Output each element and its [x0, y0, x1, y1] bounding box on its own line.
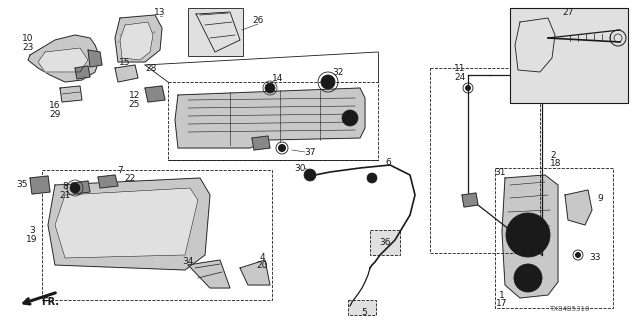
Text: 14: 14 — [272, 74, 284, 83]
Text: 34: 34 — [182, 258, 194, 267]
Circle shape — [523, 230, 533, 240]
Circle shape — [70, 183, 80, 193]
Polygon shape — [175, 88, 365, 148]
Text: 37: 37 — [304, 148, 316, 156]
Circle shape — [575, 252, 581, 258]
Text: 3: 3 — [29, 226, 35, 235]
Text: 36: 36 — [380, 237, 391, 246]
Circle shape — [304, 169, 316, 181]
Circle shape — [321, 75, 335, 89]
Circle shape — [521, 271, 535, 285]
Text: 26: 26 — [252, 15, 264, 25]
Text: 32: 32 — [332, 68, 344, 76]
Polygon shape — [115, 15, 162, 62]
Polygon shape — [30, 176, 50, 194]
Polygon shape — [515, 18, 555, 72]
Text: 29: 29 — [49, 109, 61, 118]
Text: 11: 11 — [454, 63, 466, 73]
Text: 10: 10 — [22, 34, 34, 43]
Polygon shape — [55, 188, 198, 258]
Text: 15: 15 — [119, 58, 131, 67]
Text: 7: 7 — [117, 165, 123, 174]
Polygon shape — [88, 50, 102, 67]
Text: 28: 28 — [145, 63, 156, 73]
Circle shape — [465, 85, 471, 91]
Text: 1: 1 — [499, 291, 505, 300]
Text: 18: 18 — [550, 158, 561, 167]
Polygon shape — [98, 175, 118, 188]
Circle shape — [342, 110, 358, 126]
Text: 24: 24 — [454, 73, 466, 82]
Polygon shape — [196, 12, 240, 52]
Bar — [370, 230, 400, 255]
Text: 27: 27 — [563, 7, 573, 17]
Bar — [495, 168, 613, 308]
Polygon shape — [120, 22, 153, 60]
Bar — [168, 82, 378, 160]
Text: FR.: FR. — [41, 297, 59, 307]
Text: 35: 35 — [16, 180, 28, 188]
Text: 21: 21 — [60, 190, 70, 199]
Text: 2: 2 — [550, 150, 556, 159]
Polygon shape — [252, 136, 270, 150]
Text: 4: 4 — [259, 253, 265, 262]
Polygon shape — [38, 48, 88, 72]
Polygon shape — [462, 193, 478, 207]
Polygon shape — [145, 86, 165, 102]
Bar — [188, 8, 243, 56]
Text: 33: 33 — [589, 253, 601, 262]
Polygon shape — [60, 86, 82, 102]
Polygon shape — [115, 65, 138, 82]
Polygon shape — [28, 35, 100, 82]
Circle shape — [516, 223, 540, 247]
Text: 17: 17 — [496, 299, 508, 308]
Text: 6: 6 — [385, 157, 391, 166]
Bar — [430, 68, 540, 253]
Polygon shape — [502, 175, 558, 298]
Text: 22: 22 — [124, 173, 136, 182]
Polygon shape — [72, 181, 90, 194]
Polygon shape — [188, 260, 230, 288]
Polygon shape — [48, 178, 210, 270]
Text: 9: 9 — [597, 194, 603, 203]
Text: TX84B5310: TX84B5310 — [550, 306, 590, 312]
Circle shape — [367, 173, 377, 183]
Circle shape — [506, 213, 550, 257]
Text: 25: 25 — [129, 100, 140, 108]
Polygon shape — [240, 260, 270, 285]
Bar — [42, 170, 272, 300]
Polygon shape — [565, 190, 592, 225]
Text: 19: 19 — [26, 235, 38, 244]
Text: 30: 30 — [294, 164, 306, 172]
Bar — [510, 8, 628, 103]
Bar — [348, 300, 376, 315]
Text: 31: 31 — [494, 167, 506, 177]
Polygon shape — [75, 66, 90, 79]
Text: 20: 20 — [256, 261, 268, 270]
Text: 8: 8 — [62, 181, 68, 190]
Circle shape — [278, 144, 286, 152]
Circle shape — [514, 264, 542, 292]
Text: 23: 23 — [22, 43, 34, 52]
Text: 13: 13 — [154, 7, 166, 17]
Text: 5: 5 — [361, 308, 367, 317]
Circle shape — [265, 83, 275, 93]
Text: 16: 16 — [49, 100, 61, 109]
Text: 12: 12 — [129, 91, 140, 100]
